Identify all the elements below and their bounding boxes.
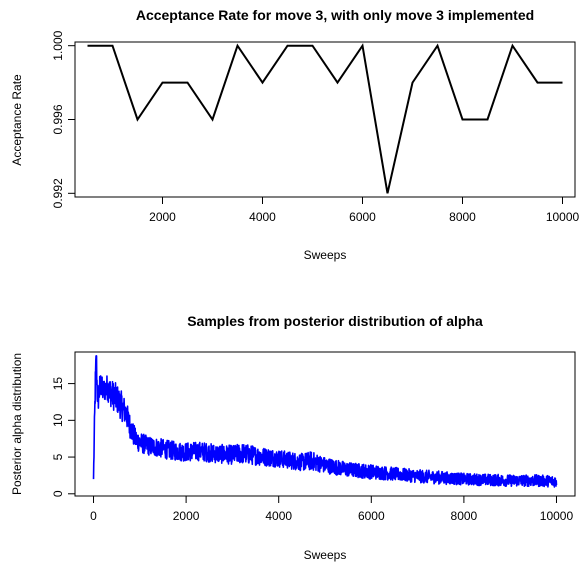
alpha-samples-x-label: Sweeps: [304, 548, 347, 562]
acceptance-rate-x-tick-label: 2000: [149, 210, 176, 224]
alpha-samples-x-tick-label: 8000: [451, 509, 478, 523]
alpha-samples-x-axis: 0 2000 4000 6000 8000 10000: [90, 496, 573, 523]
acceptance-rate-y-label: Acceptance Rate: [10, 74, 24, 166]
alpha-samples-plot-frame: [74, 351, 576, 497]
acceptance-rate-series-line: [87, 43, 563, 194]
acceptance-rate-panel: Acceptance Rate for move 3, with only mo…: [10, 7, 580, 262]
acceptance-rate-y-tick-label: 1.000: [51, 30, 65, 60]
alpha-samples-y-axis: 0 5 10 15: [51, 377, 75, 497]
alpha-samples-x-tick-label: 0: [90, 509, 97, 523]
acceptance-rate-x-tick-label: 4000: [249, 210, 276, 224]
alpha-samples-y-tick-label: 5: [51, 453, 65, 460]
acceptance-rate-y-axis: 0.992 0.996 1.000: [51, 30, 75, 208]
acceptance-rate-y-tick-label: 0.992: [51, 178, 65, 208]
acceptance-rate-y-tick-label: 0.996: [51, 104, 65, 134]
alpha-samples-series-line: [92, 355, 558, 488]
acceptance-rate-x-axis: 2000 4000 6000 8000 10000: [149, 197, 580, 224]
acceptance-rate-x-tick-label: 10000: [546, 210, 580, 224]
alpha-samples-x-tick-label: 6000: [358, 509, 385, 523]
acceptance-rate-title: Acceptance Rate for move 3, with only mo…: [136, 7, 534, 23]
alpha-samples-x-tick-label: 10000: [540, 509, 574, 523]
alpha-samples-y-label: Posterior alpha distribution: [10, 353, 24, 495]
alpha-samples-title: Samples from posterior distribution of a…: [187, 313, 483, 329]
alpha-samples-y-tick-label: 15: [51, 377, 65, 391]
alpha-samples-x-tick-label: 4000: [265, 509, 292, 523]
acceptance-rate-x-tick-label: 8000: [449, 210, 476, 224]
acceptance-rate-x-label: Sweeps: [304, 248, 347, 262]
acceptance-rate-x-tick-label: 6000: [349, 210, 376, 224]
alpha-samples-panel: Samples from posterior distribution of a…: [10, 313, 576, 562]
alpha-samples-y-tick-label: 10: [51, 413, 65, 427]
alpha-samples-y-tick-label: 0: [51, 490, 65, 497]
alpha-samples-x-tick-label: 2000: [173, 509, 200, 523]
